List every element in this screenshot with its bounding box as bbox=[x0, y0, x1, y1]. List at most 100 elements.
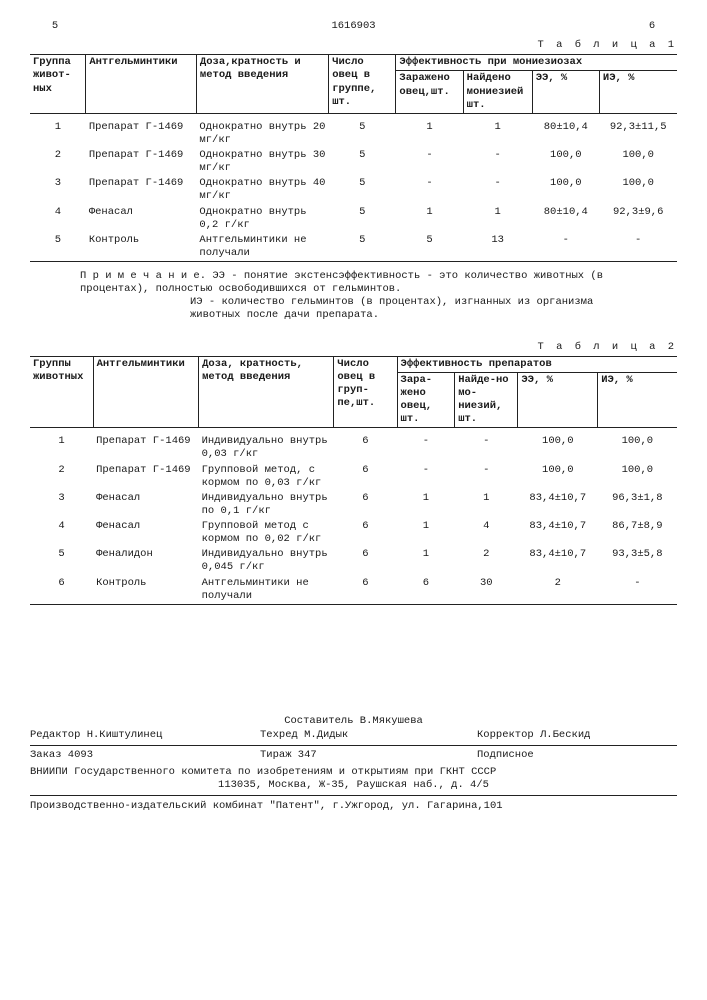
cell-found: 1 bbox=[463, 205, 532, 233]
cell-ie: - bbox=[598, 576, 677, 605]
cell-cnt: 6 bbox=[334, 519, 397, 547]
cell-ie: 100,0 bbox=[599, 148, 677, 176]
cell-inf: 5 bbox=[396, 233, 463, 262]
cell-ee: - bbox=[532, 233, 599, 262]
note2-text: ИЭ - количество гельминтов (в процентах)… bbox=[190, 296, 620, 322]
cell-n: 5 bbox=[30, 233, 86, 262]
corrector: Корректор Л.Бескид bbox=[477, 729, 677, 742]
order: Заказ 4093 bbox=[30, 749, 230, 762]
cell-drug: Препарат Г-1469 bbox=[86, 148, 197, 176]
cell-n: 2 bbox=[30, 463, 93, 491]
t1-h-group: Группа живот-ных bbox=[30, 55, 86, 114]
cell-n: 4 bbox=[30, 205, 86, 233]
cell-dose: Антгельминтики не получали bbox=[199, 576, 334, 605]
cell-found: 30 bbox=[455, 576, 518, 605]
cell-drug: Фенасал bbox=[93, 519, 199, 547]
cell-dose: Антгельминтики не получали bbox=[196, 233, 328, 262]
cell-ee: 83,4±10,7 bbox=[518, 491, 598, 519]
cell-drug: Контроль bbox=[93, 576, 199, 605]
subscribe: Подписное bbox=[477, 749, 677, 762]
t2-h-dose: Доза, кратность, метод введения bbox=[199, 356, 334, 428]
cell-dose: Однократно внутрь 20 мг/кг bbox=[196, 120, 328, 148]
cell-ee: 83,4±10,7 bbox=[518, 519, 598, 547]
cell-cnt: 6 bbox=[334, 434, 397, 462]
t1-h-dose: Доза,кратность и метод введения bbox=[196, 55, 328, 114]
table-row: 2Препарат Г-1469Однократно внутрь 30 мг/… bbox=[30, 148, 677, 176]
editor: Редактор Н.Киштулинец bbox=[30, 729, 230, 742]
t2-h-group: Группы животных bbox=[30, 356, 93, 428]
footer: Составитель В.Мякушева Редактор Н.Киштул… bbox=[30, 715, 677, 814]
cell-ee: 83,4±10,7 bbox=[518, 547, 598, 575]
cell-ee: 80±10,4 bbox=[532, 120, 599, 148]
note-head: П р и м е ч а н и е. bbox=[80, 270, 206, 282]
document-number: 1616903 bbox=[80, 20, 627, 33]
cell-ee: 100,0 bbox=[518, 463, 598, 491]
cell-ee: 100,0 bbox=[518, 434, 598, 462]
tirage: Тираж 347 bbox=[230, 749, 477, 762]
left-page-number: 5 bbox=[30, 20, 80, 33]
cell-drug: Фенасал bbox=[86, 205, 197, 233]
cell-ee: 2 bbox=[518, 576, 598, 605]
table-row: 1 Препарат Г-1469Однократно внутрь 20 мг/… bbox=[30, 120, 677, 148]
cell-inf: - bbox=[396, 148, 463, 176]
t1-h-found: Найдено мониезией шт. bbox=[463, 71, 532, 113]
cell-dose: Индивидуально внутрь по 0,1 г/кг bbox=[199, 491, 334, 519]
t2-h-eff: Эффективность препаратов bbox=[397, 356, 677, 372]
cell-cnt: 6 bbox=[334, 463, 397, 491]
cell-cnt: 5 bbox=[329, 148, 396, 176]
page-header: 5 1616903 6 bbox=[30, 20, 677, 33]
t2-h-count: Число овец в груп-пе,шт. bbox=[334, 356, 397, 428]
cell-ie: - bbox=[599, 233, 677, 262]
vniipi: ВНИИПИ Государственного комитета по изоб… bbox=[30, 766, 677, 779]
cell-ie: 93,3±5,8 bbox=[598, 547, 677, 575]
cell-found: 4 bbox=[455, 519, 518, 547]
cell-n: 1 bbox=[30, 434, 93, 462]
cell-ee: 100,0 bbox=[532, 148, 599, 176]
factory: Производственно-издательский комбинат "П… bbox=[30, 800, 677, 813]
t2-h-drug: Антгельминтики bbox=[93, 356, 199, 428]
cell-cnt: 6 bbox=[334, 547, 397, 575]
table1-caption: Т а б л и ц а 1 bbox=[30, 39, 677, 52]
cell-found: - bbox=[455, 434, 518, 462]
cell-dose: Индивидуально внутрь 0,03 г/кг bbox=[199, 434, 334, 462]
cell-inf: - bbox=[397, 434, 455, 462]
t2-h-inf: Зара-жено овец, шт. bbox=[397, 372, 455, 428]
cell-found: 1 bbox=[463, 120, 532, 148]
table-row: 4ФенасалОднократно внутрь 0,2 г/кг51180±… bbox=[30, 205, 677, 233]
table-row: 1Препарат Г-1469Индивидуально внутрь 0,0… bbox=[30, 434, 677, 462]
cell-inf: 1 bbox=[397, 519, 455, 547]
cell-ie: 92,3±9,6 bbox=[599, 205, 677, 233]
cell-drug: Препарат Г-1469 bbox=[93, 434, 199, 462]
cell-dose: Индивидуально внутрь 0,045 г/кг bbox=[199, 547, 334, 575]
cell-n: 6 bbox=[30, 576, 93, 605]
cell-dose: Групповой метод с кормом по 0,02 г/кг bbox=[199, 519, 334, 547]
cell-dose: Однократно внутрь 40 мг/кг bbox=[196, 176, 328, 204]
table-row: 3Препарат Г-1469Однократно внутрь 40 мг/… bbox=[30, 176, 677, 204]
cell-dose: Однократно внутрь 0,2 г/кг bbox=[196, 205, 328, 233]
right-page-number: 6 bbox=[627, 20, 677, 33]
cell-n: 3 bbox=[30, 176, 86, 204]
cell-inf: - bbox=[397, 463, 455, 491]
cell-drug: Препарат Г-1469 bbox=[86, 120, 197, 148]
cell-drug: Фенасал bbox=[93, 491, 199, 519]
cell-cnt: 5 bbox=[329, 205, 396, 233]
t1-h-drug: Антгельминтики bbox=[86, 55, 197, 114]
cell-ie: 86,7±8,9 bbox=[598, 519, 677, 547]
cell-dose: Групповой метод, с кормом по 0,03 г/кг bbox=[199, 463, 334, 491]
address1: 113035, Москва, Ж-35, Раушская наб., д. … bbox=[30, 779, 677, 792]
cell-cnt: 5 bbox=[329, 176, 396, 204]
cell-cnt: 5 bbox=[329, 233, 396, 262]
cell-drug: Феналидон bbox=[93, 547, 199, 575]
cell-inf: 1 bbox=[396, 120, 463, 148]
cell-drug: Контроль bbox=[86, 233, 197, 262]
cell-found: 13 bbox=[463, 233, 532, 262]
cell-found: - bbox=[455, 463, 518, 491]
table-row: 5ФеналидонИндивидуально внутрь 0,045 г/к… bbox=[30, 547, 677, 575]
cell-n: 5 bbox=[30, 547, 93, 575]
cell-ie: 92,3±11,5 bbox=[599, 120, 677, 148]
cell-inf: 1 bbox=[397, 547, 455, 575]
table2: Группы животных Антгельминтики Доза, кра… bbox=[30, 356, 677, 605]
cell-dose: Однократно внутрь 30 мг/кг bbox=[196, 148, 328, 176]
cell-found: 2 bbox=[455, 547, 518, 575]
table-row: 3ФенасалИндивидуально внутрь по 0,1 г/кг… bbox=[30, 491, 677, 519]
